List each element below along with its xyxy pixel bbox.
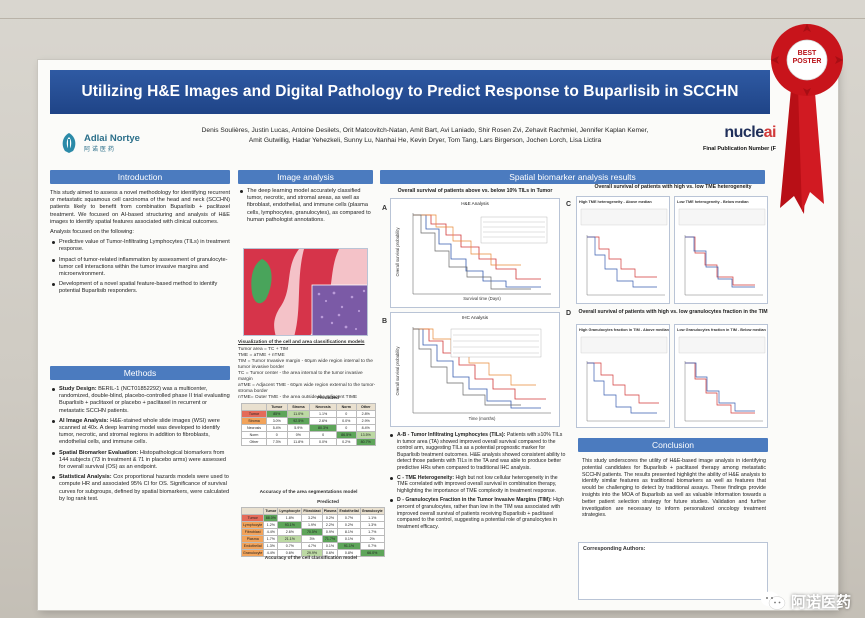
panel-b-ylabel: Overall survival probability: [395, 346, 400, 396]
panel-a-ylabel: Overall survival probability: [395, 227, 400, 277]
author-list: Denis Soulières, Justin Lucas, Antoine D…: [155, 126, 695, 146]
poster: Utilizing H&E Images and Digital Patholo…: [38, 60, 838, 610]
leaf-logo-icon: [58, 131, 80, 155]
panel-a-title: Overall survival of patients above vs. b…: [397, 188, 553, 194]
list-item: Predictive value of Tumor-Infiltrating L…: [50, 239, 230, 253]
panel-letter-a: A: [382, 205, 388, 212]
introduction-header: Introduction: [50, 170, 230, 184]
list-item: A-B - Tumor Infiltrating Lymphocytes (TI…: [388, 432, 566, 472]
list-item: Spatial Biomarker Evaluation: Histopatho…: [50, 450, 230, 472]
spatial-results-header: Spatial biomarker analysis results: [380, 170, 765, 184]
panel-c-left-plot: High TME heterogeneity - Above median: [576, 196, 670, 304]
viz-definitions: Tumor area = TC + TIM TME = aTME + nTME …: [238, 347, 376, 400]
list-item: The deep learning model accurately class…: [238, 188, 373, 224]
best-poster-ribbon: BEST POSTER: [762, 18, 852, 218]
table1-caption: Accuracy of the area segmentations model: [259, 490, 358, 495]
methods-header: Methods: [50, 366, 230, 380]
cell-accuracy-table: Tumor Lymphocyte Fibroblast Plasma Endotheli…: [240, 507, 385, 557]
conclusion-body: This study underscores the utility of H&…: [582, 458, 766, 522]
panel-a-xlabel: Survival time (Days): [463, 296, 501, 301]
list-item: C - TME Heterogeneity: High but not low …: [388, 475, 566, 495]
title-banner: Utilizing H&E Images and Digital Patholo…: [50, 70, 770, 114]
table2-col-header: Predicted: [317, 500, 339, 505]
wall-seam: [0, 18, 865, 19]
table1-col-header: Predicted: [317, 396, 339, 401]
adlai-nortye-logo: Adlai Nortye 阿诺医药: [58, 126, 148, 160]
corresponding-authors-label: Corresponding Authors:: [583, 546, 646, 552]
list-item: Statistical Analysis: Cox proportional h…: [50, 474, 230, 503]
corresponding-authors-box: Corresponding Authors:: [578, 542, 768, 600]
area-accuracy-table: Tumor Stroma Necrosis Norm Other Tumor 85% 11.…: [240, 403, 376, 446]
panel-a-subtitle: H&E Analysis: [461, 201, 489, 206]
panel-d-left-title: High Granulocytes fraction in TIM - Abov…: [579, 328, 669, 332]
panel-d-right-title: Low Granulocytes fraction in TIM - Below…: [677, 328, 766, 332]
intro-lead: Analysis focused on the following:: [50, 229, 134, 236]
conclusion-header: Conclusion: [578, 438, 768, 452]
list-item: AI Image Analysis: H&E-stained whole sli…: [50, 418, 230, 447]
viz-caption: Visualization of the cell and area class…: [238, 340, 365, 345]
panel-letter-b: B: [382, 318, 388, 325]
panel-c-right-title: Low TME heterogeneity - Below median: [677, 200, 749, 204]
authors-line: Denis Soulières, Justin Lucas, Antoine D…: [201, 127, 649, 134]
introduction-body: This study aimed to assess a novel metho…: [50, 190, 230, 299]
watermark-text: 阿诺医药: [790, 593, 851, 611]
poster-title: Utilizing H&E Images and Digital Patholo…: [81, 83, 739, 100]
publication-number: Final Publication Number (F: [702, 146, 776, 152]
panel-a-km-plot: H&E Analysis Survival time (Days) Overal…: [390, 198, 560, 308]
panel-letter-d: D: [566, 310, 572, 317]
list-item: Study Design: BERIL-1 (NCT01852292) was …: [50, 386, 230, 415]
panel-c-title: Overall survival of patients with high v…: [594, 184, 752, 190]
panel-b-subtitle: IHC Analysis: [461, 315, 489, 320]
wechat-icon: [760, 591, 786, 610]
panel-letter-c: C: [566, 201, 572, 208]
logo-name: Adlai Nortye: [84, 133, 140, 144]
authors-line: Amit Gutwillig, Hadar Yehezkeli, Sunny L…: [248, 137, 602, 144]
list-item: D - Granulocytes Fraction in the Tumor I…: [388, 497, 566, 530]
list-item: Impact of tumor-related inflammation by …: [50, 257, 230, 279]
brand-name: nucle: [724, 124, 764, 141]
panel-c-left-title: High TME heterogeneity - Above median: [579, 200, 652, 204]
panel-c-right-plot: Low TME heterogeneity - Below median: [674, 196, 768, 304]
brand-name-ai: ai: [763, 124, 777, 141]
panel-d-left-plot: High Granulocytes fraction in TIM - Abov…: [576, 324, 670, 428]
methods-body: Study Design: BERIL-1 (NCT01852292) was …: [50, 386, 230, 506]
ribbon-label: BEST POSTER: [792, 50, 822, 65]
list-item: Development of a novel spatial feature-b…: [50, 281, 230, 295]
image-analysis-header: Image analysis: [238, 170, 373, 184]
intro-paragraph: This study aimed to assess a novel metho…: [50, 190, 230, 225]
authors-row: Adlai Nortye 阿诺医药 Denis Soulières, Justi…: [50, 122, 826, 164]
image-analysis-body: The deep learning model accurately class…: [238, 188, 373, 227]
logo-cn-name: 阿诺医药: [84, 147, 117, 153]
panel-d-title: Overall survival of patients with high v…: [578, 309, 768, 315]
results-body: A-B - Tumor Infiltrating Lymphocytes (TI…: [388, 432, 566, 533]
panel-b-km-plot: IHC Analysis Time (months) Overall survi…: [390, 312, 560, 427]
wechat-watermark: 阿诺医药: [760, 590, 851, 612]
panel-b-xlabel: Time (months): [468, 416, 496, 421]
panel-d-right-plot: Low Granulocytes fraction in TIM - Below…: [674, 324, 768, 428]
table2-caption: Accuracy of the cell classification mode…: [264, 556, 358, 561]
segmentation-image: [243, 248, 368, 336]
nucleai-logo: nucleai Final Publication Number (F: [656, 124, 777, 152]
conclusion-paragraph: This study underscores the utility of H&…: [582, 458, 766, 519]
